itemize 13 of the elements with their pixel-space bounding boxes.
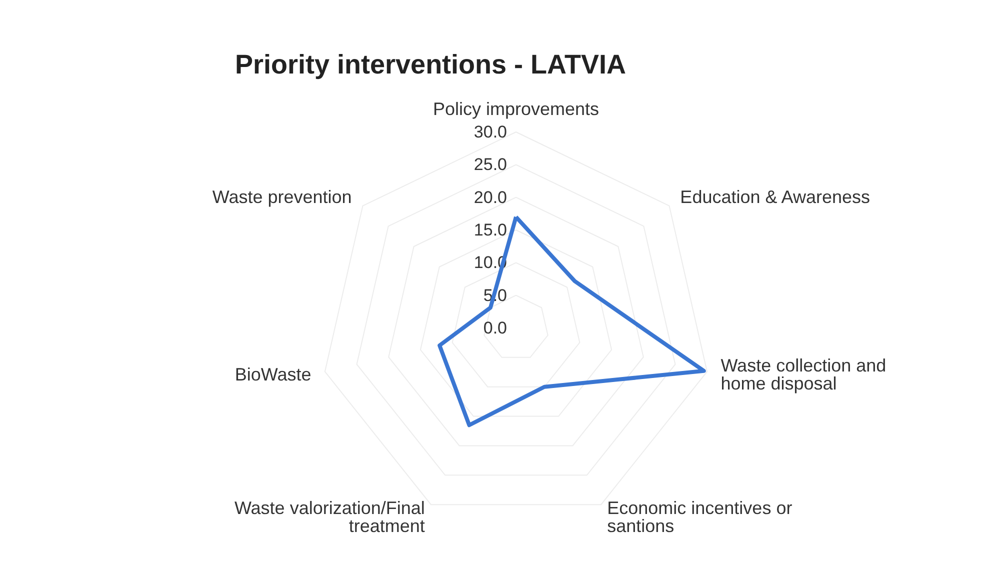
spoke-label: Education & Awareness (680, 187, 870, 208)
spoke-label: Waste valorization/Final treatment (234, 498, 425, 536)
chart-title: Priority interventions - LATVIA (235, 50, 626, 80)
spoke-label: Policy improvements (432, 99, 600, 119)
y-tick-label: 20.0 (474, 188, 507, 207)
y-tick-label: 30.0 (474, 122, 507, 142)
spoke-label: Waste prevention (212, 187, 352, 208)
spoke-label: Waste collection and home disposal (720, 356, 886, 394)
y-tick-label: 25.0 (474, 155, 507, 174)
spoke-label: Economic incentives or santions (607, 498, 792, 536)
y-tick-label: 15.0 (474, 220, 507, 240)
y-tick-label: 0.0 (483, 318, 507, 338)
spoke-label: BioWaste (234, 364, 312, 385)
